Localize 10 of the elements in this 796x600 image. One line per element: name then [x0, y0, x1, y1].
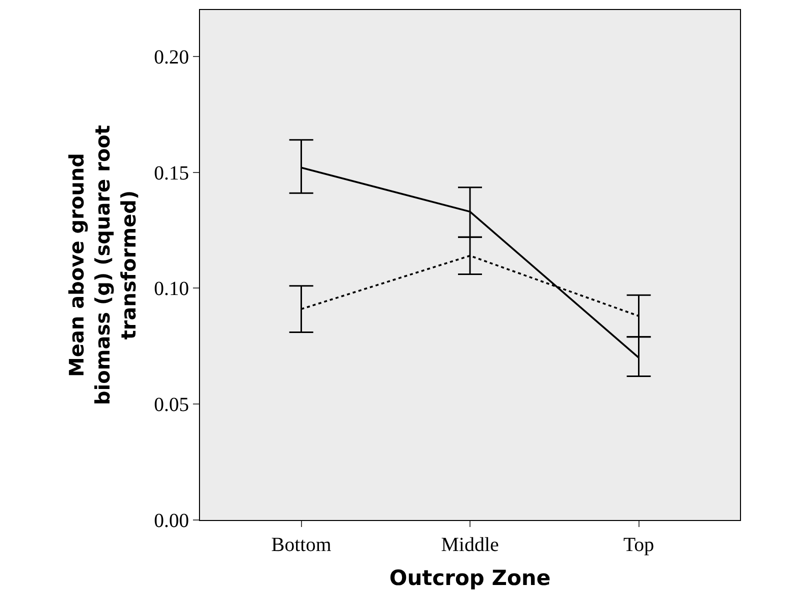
x-axis-title: Outcrop Zone	[389, 566, 551, 590]
y-axis-title: Mean above ground biomass (g) (square root transformed)	[64, 124, 140, 405]
y-tick-label: 0.05	[154, 394, 189, 416]
x-tick-label: Middle	[441, 534, 500, 556]
y-tick-label: 0.00	[154, 510, 189, 532]
y-tick-label: 0.15	[154, 162, 189, 184]
y-tick-label: 0.10	[154, 278, 189, 300]
x-tick-label: Top	[623, 534, 654, 556]
y-tick-label: 0.20	[154, 46, 189, 68]
x-tick-label: Bottom	[271, 534, 332, 556]
